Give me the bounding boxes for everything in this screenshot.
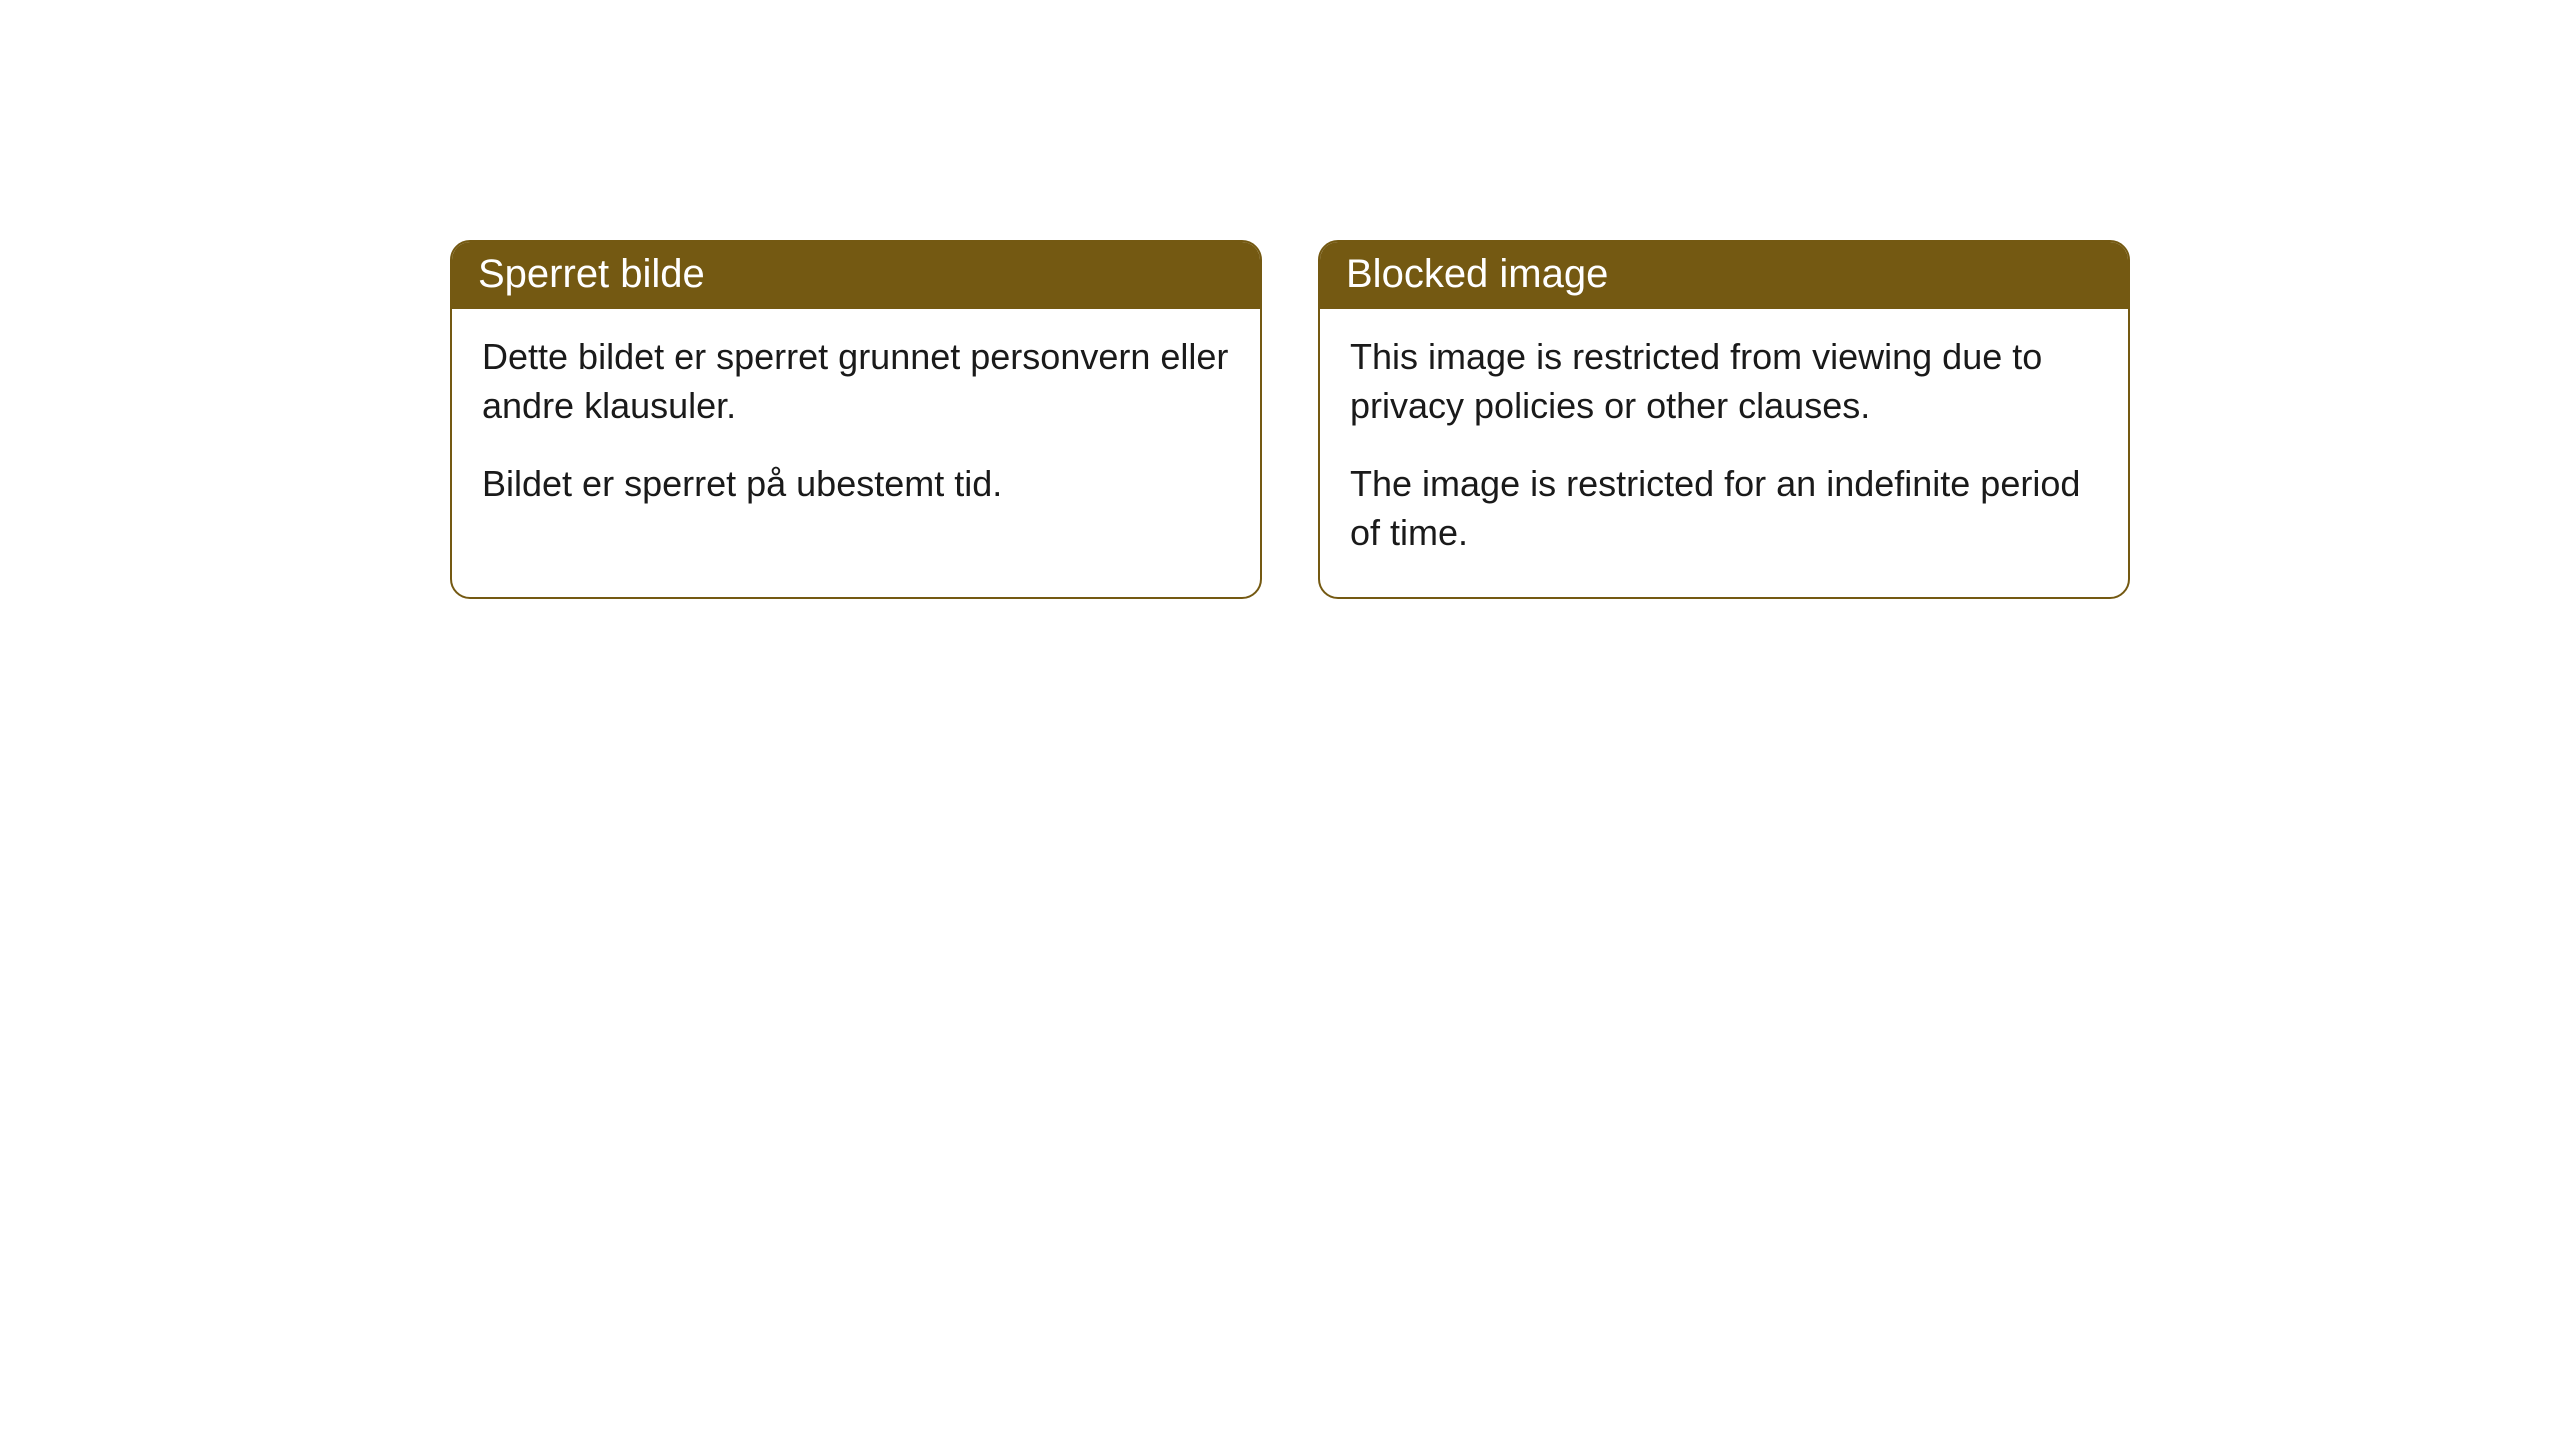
card-paragraph: Dette bildet er sperret grunnet personve… — [482, 333, 1230, 430]
blocked-image-card-en: Blocked image This image is restricted f… — [1318, 240, 2130, 599]
card-header: Blocked image — [1320, 242, 2128, 309]
card-title: Blocked image — [1346, 252, 1608, 296]
card-body: This image is restricted from viewing du… — [1320, 309, 2128, 597]
notice-cards-container: Sperret bilde Dette bildet er sperret gr… — [450, 240, 2130, 599]
card-title: Sperret bilde — [478, 252, 705, 296]
card-body: Dette bildet er sperret grunnet personve… — [452, 309, 1260, 549]
blocked-image-card-no: Sperret bilde Dette bildet er sperret gr… — [450, 240, 1262, 599]
card-paragraph: This image is restricted from viewing du… — [1350, 333, 2098, 430]
card-paragraph: The image is restricted for an indefinit… — [1350, 460, 2098, 557]
card-header: Sperret bilde — [452, 242, 1260, 309]
card-paragraph: Bildet er sperret på ubestemt tid. — [482, 460, 1230, 509]
